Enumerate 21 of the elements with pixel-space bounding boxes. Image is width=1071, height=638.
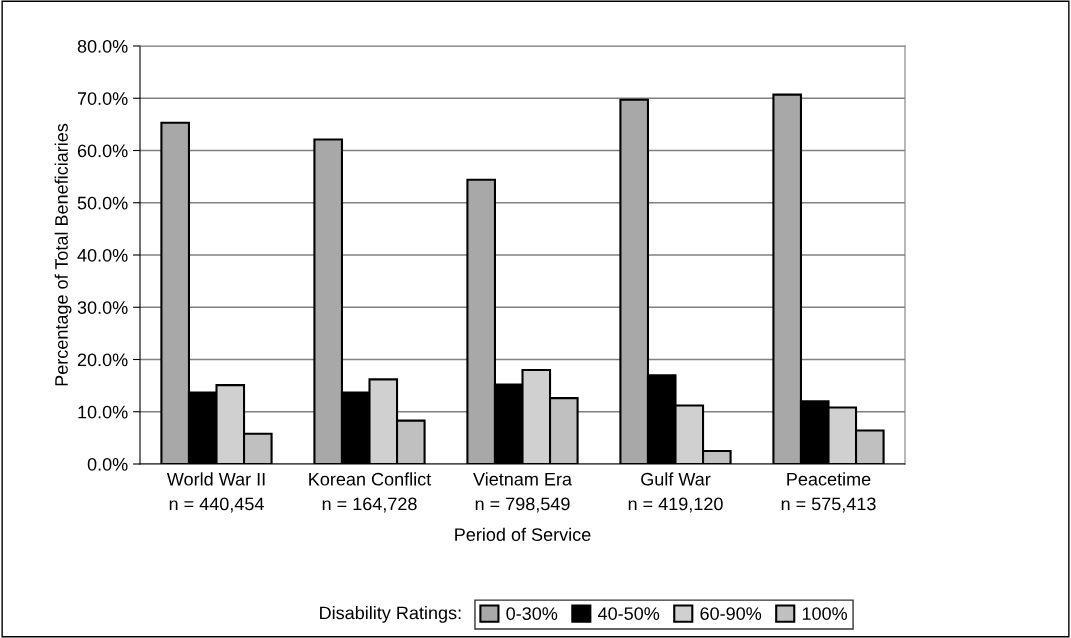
y-axis-title: Percentage of Total Beneficiaries: [54, 123, 72, 386]
x-tick-label: Korean Conflict n = 164,728: [309, 472, 432, 513]
y-tick-label: 70.0%: [77, 92, 128, 105]
y-tick-label: 10.0%: [78, 405, 128, 419]
x-tick-label: Vietnam Era n = 798,549: [473, 472, 573, 513]
legend-label: 40-50%: [597, 607, 660, 620]
y-tick-label: 20.0%: [77, 353, 128, 367]
y-tick-label: 40.0%: [77, 248, 128, 262]
y-tick-label: 0.0%: [87, 457, 128, 471]
y-tick-label: 30.0%: [77, 301, 128, 314]
legend-label: 100%: [802, 607, 848, 620]
legend-label: 60-90%: [700, 607, 762, 620]
x-tick-label: World War II n = 440,454: [166, 472, 265, 513]
y-tick-label: 80.0%: [77, 39, 128, 53]
y-tick-label: 50.0%: [77, 196, 128, 210]
legend-label: 0-30%: [506, 607, 558, 620]
legend-title: Disability Ratings:: [320, 606, 461, 623]
x-axis-title: Period of Service: [455, 527, 591, 541]
x-tick-label: Peacetime n = 575,413: [781, 472, 876, 513]
x-tick-label: Gulf War n = 419,120: [628, 472, 723, 513]
y-tick-label: 60.0%: [77, 144, 128, 158]
